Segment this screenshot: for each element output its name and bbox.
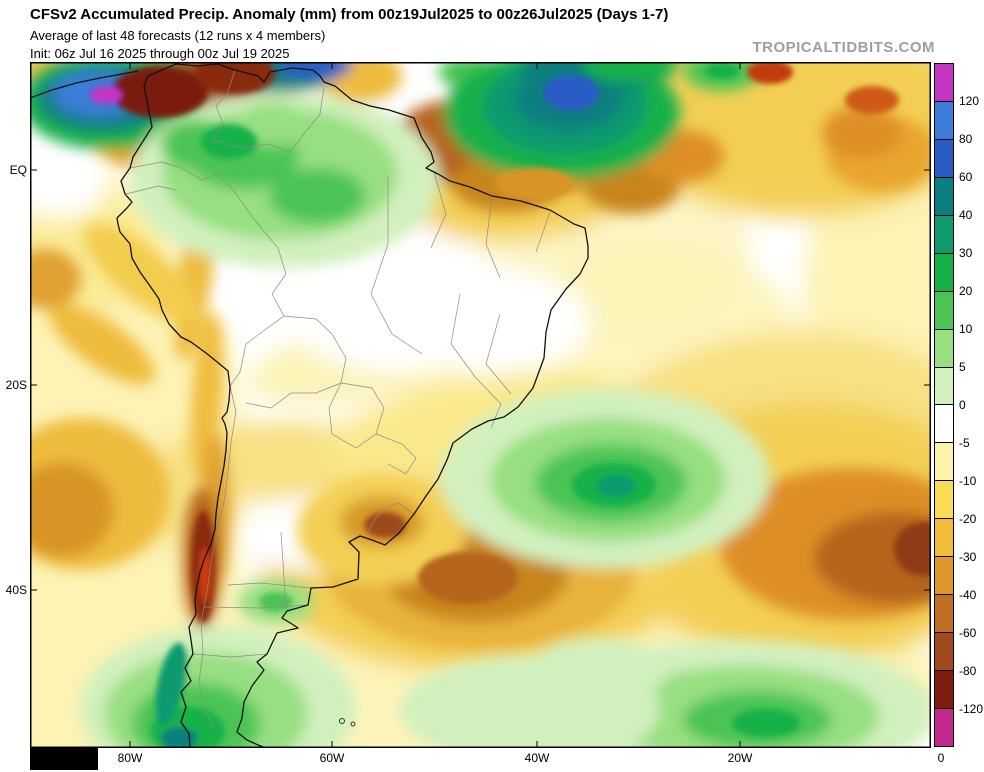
colorbar-tick-label: -30 bbox=[959, 550, 977, 564]
colorbar-segment bbox=[935, 632, 953, 670]
colorbar-segment bbox=[935, 366, 953, 405]
colorbar-segment bbox=[935, 404, 953, 443]
colorbar-tick-label: -120 bbox=[959, 702, 984, 716]
lon-label: 20W bbox=[727, 751, 753, 765]
lon-label: 0 bbox=[937, 751, 945, 765]
colorbar-segment bbox=[935, 138, 953, 177]
colorbar-tick-label: 5 bbox=[959, 360, 966, 374]
falkland-islands bbox=[339, 718, 356, 727]
colorbar-tick-label: 120 bbox=[959, 94, 980, 108]
map-subtitle: Average of last 48 forecasts (12 runs x … bbox=[30, 28, 326, 43]
colorbar-tick-label: -5 bbox=[959, 436, 970, 450]
anomaly-cores bbox=[90, 63, 930, 747]
central-america-coastline bbox=[31, 70, 139, 99]
map-canvas bbox=[30, 62, 931, 748]
colorbar-segment bbox=[935, 176, 953, 215]
colorbar-segment bbox=[935, 670, 953, 708]
colorbar-tick-label: -40 bbox=[959, 588, 977, 602]
colorbar-tick-label: 30 bbox=[959, 246, 973, 260]
colorbar-tick-label: 80 bbox=[959, 132, 973, 146]
lat-label: 40S bbox=[5, 583, 27, 597]
colorbar-tick-label: 60 bbox=[959, 170, 973, 184]
colorbar-segment bbox=[935, 480, 953, 519]
colorbar bbox=[934, 63, 954, 747]
lon-label: 40W bbox=[524, 751, 550, 765]
map-title: CFSv2 Accumulated Precip. Anomaly (mm) f… bbox=[30, 6, 669, 23]
site-watermark: TROPICALTIDBITS.COM bbox=[752, 39, 935, 56]
colorbar-segment bbox=[935, 252, 953, 291]
colorbar-tick-label: 20 bbox=[959, 284, 973, 298]
colorbar-tick-label: -60 bbox=[959, 626, 977, 640]
colorbar-segment bbox=[935, 64, 953, 101]
colorbar-segment bbox=[935, 328, 953, 367]
colorbar-segment bbox=[935, 214, 953, 253]
lat-label: EQ bbox=[9, 163, 27, 177]
colorbar-segment bbox=[935, 556, 953, 595]
south-america-coastline bbox=[116, 63, 589, 747]
colorbar-tick-label: -10 bbox=[959, 474, 977, 488]
colorbar-segment bbox=[935, 594, 953, 633]
lat-label: 20S bbox=[5, 378, 27, 392]
colorbar-tick-label: 10 bbox=[959, 322, 973, 336]
colorbar-segment bbox=[935, 707, 953, 746]
map-frame bbox=[30, 62, 931, 748]
colorbar-tick-label: -20 bbox=[959, 512, 977, 526]
lon-label: 80W bbox=[117, 751, 143, 765]
colorbar-segment bbox=[935, 442, 953, 481]
branding-box bbox=[30, 748, 98, 770]
colorbar-tick-label: -80 bbox=[959, 664, 977, 678]
colorbar-tick-label: 40 bbox=[959, 208, 973, 222]
country-borders bbox=[125, 69, 551, 731]
colorbar-tick-label: 0 bbox=[959, 398, 966, 412]
init-info: Init: 06z Jul 16 2025 through 00z Jul 19… bbox=[30, 46, 290, 61]
lon-label: 60W bbox=[319, 751, 345, 765]
colorbar-segment bbox=[935, 290, 953, 329]
colorbar-segment bbox=[935, 518, 953, 557]
colorbar-segment bbox=[935, 100, 953, 139]
